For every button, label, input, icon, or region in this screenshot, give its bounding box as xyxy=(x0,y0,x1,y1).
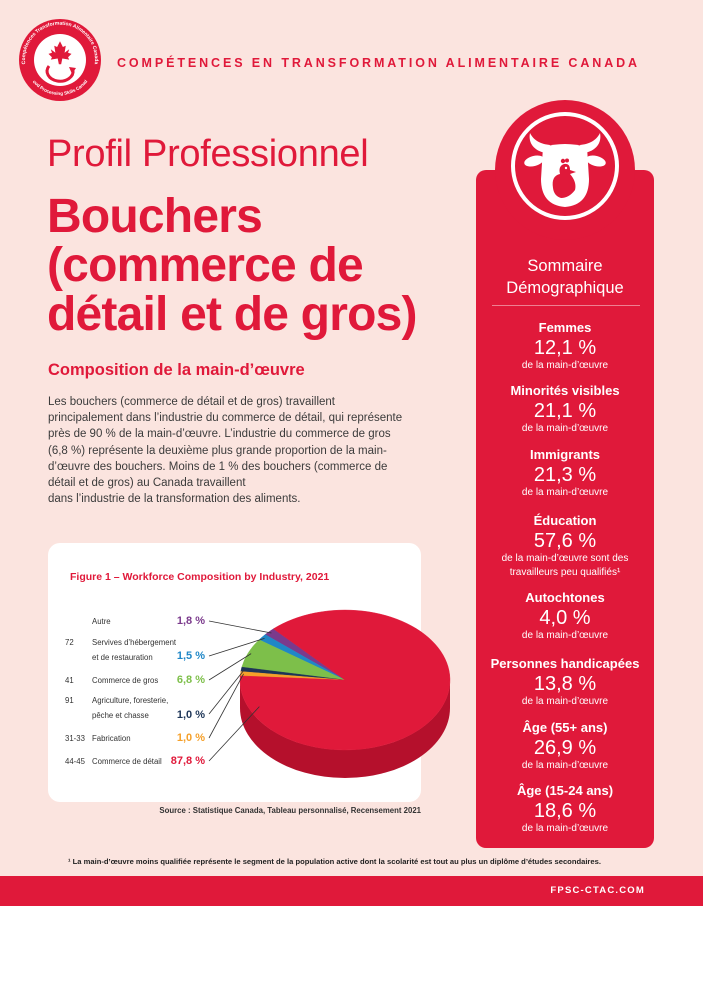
summary-badge xyxy=(495,100,635,240)
pie-slice xyxy=(239,609,451,751)
section-heading: Composition de la main-d’œuvre xyxy=(48,361,305,379)
legend-code: 72 xyxy=(65,638,74,647)
chart-source: Source : Statistique Canada, Tableau per… xyxy=(159,806,421,815)
legend-label: Autre xyxy=(92,617,111,626)
stat-label: Femmes xyxy=(538,320,592,335)
stat-value: 4,0 % xyxy=(539,607,591,629)
legend-label: et de restauration xyxy=(92,653,153,662)
stat-label: Minorités visibles xyxy=(510,383,620,398)
legend-percent: 87,8 % xyxy=(171,755,205,767)
stat-block: Âge (15-24 ans) 18,6 % de la main-d’œuvre xyxy=(476,783,654,836)
stat-caption: de la main-d’œuvre xyxy=(521,423,609,434)
legend-label: Commerce de détail xyxy=(92,757,162,766)
leader-line xyxy=(208,669,245,715)
stat-label: Autochtones xyxy=(525,590,605,605)
leader-line xyxy=(208,706,260,762)
stat-caption: de la main-d’œuvre xyxy=(521,823,609,834)
footer-band xyxy=(0,876,703,906)
legend-label: Servives d’hébergement xyxy=(92,638,177,647)
leader-lines xyxy=(208,620,272,762)
stat-block: Personnes handicapées 13,8 % de la main-d’… xyxy=(476,656,654,709)
page-title: Bouchers (commerce de détail et de gros) xyxy=(47,192,417,339)
page-title-line: Bouchers xyxy=(47,190,263,243)
profile-kicker: Profil Professionnel xyxy=(47,133,369,175)
legend-code: 91 xyxy=(65,696,74,705)
stat-caption: de la main-d’œuvre xyxy=(521,696,609,707)
stat-block: Femmes 12,1 % de la main-d’œuvre xyxy=(476,320,654,373)
stat-value: 57,6 % xyxy=(533,530,597,552)
leader-line xyxy=(208,673,244,739)
pie-side-depth xyxy=(240,680,450,778)
stat-caption: de la main-d’œuvre xyxy=(521,487,609,498)
stat-block: Âge (55+ ans) 26,9 % de la main-d’œuvre xyxy=(476,720,654,773)
stat-label: Personnes handicapées xyxy=(490,656,640,671)
stat-block: Minorités visibles 21,1 % de la main-d’œuv… xyxy=(476,383,654,436)
summary-title: Sommaire Démographique xyxy=(476,255,654,299)
legend-percent: 1,5 % xyxy=(177,650,205,662)
paragraph-line: principalement dans l’industrie du comme… xyxy=(48,412,403,425)
summary-title-line: Démographique xyxy=(506,279,624,297)
stat-caption: de la main-d’œuvre xyxy=(521,630,609,641)
paragraph-line: d’œuvre des bouchers. Moins de 1 % des b… xyxy=(48,460,388,473)
stat-block: Autochtones 4,0 % de la main-d’œuvre xyxy=(476,590,654,643)
paragraph-line: (6,8 %) représente la deuxième plus gran… xyxy=(48,444,387,457)
paragraph-line: près de 90 % de la main-d’œuvre. L’indus… xyxy=(48,428,391,441)
stat-caption: travailleurs peu qualifiés¹ xyxy=(509,567,621,578)
stat-value: 26,9 % xyxy=(533,737,597,759)
legend-percent: 6,8 % xyxy=(177,674,205,686)
legend-code: 31-33 xyxy=(65,734,85,743)
stat-value: 13,8 % xyxy=(533,673,597,695)
stat-block: Immigrants 21,3 % de la main-d’œuvre xyxy=(476,447,654,500)
stat-value: 21,1 % xyxy=(533,400,597,422)
pie-chart: Autre 1,8 % 72 Servives d’hébergement et de … xyxy=(65,609,451,778)
chart-title: Figure 1 – Workforce Composition by Indu… xyxy=(70,571,330,583)
cow-chicken-icon xyxy=(524,133,606,207)
legend-label: pêche et chasse xyxy=(92,711,149,720)
legend-label: Commerce de gros xyxy=(92,676,158,685)
legend-code: 44-45 xyxy=(65,757,86,766)
stat-label: Âge (15-24 ans) xyxy=(516,783,614,798)
paragraph-line: Les bouchers (commerce de détail et de g… xyxy=(48,396,336,408)
page-title-line: (commerce de xyxy=(47,239,364,292)
stat-value: 21,3 % xyxy=(533,464,597,486)
stat-label: Immigrants xyxy=(529,447,601,462)
footer-website: FPSC-CTAC.COM xyxy=(550,885,645,896)
stat-caption: de la main-d’œuvre xyxy=(521,360,609,371)
leader-line xyxy=(208,653,252,681)
stat-value: 12,1 % xyxy=(533,337,597,359)
legend-label: Fabrication xyxy=(92,734,131,743)
paragraph-line: détail et de gros) au Canada travaillent xyxy=(48,477,246,490)
legend-label: Agriculture, foresterie, xyxy=(92,696,168,705)
stat-label: Éducation xyxy=(533,513,597,528)
chart-legend: Autre 1,8 % 72 Servives d’hébergement et de … xyxy=(65,615,205,767)
legend-percent: 1,0 % xyxy=(177,709,205,721)
swoosh-arrow-icon xyxy=(45,65,76,83)
legend-percent: 1,0 % xyxy=(177,732,205,744)
pie-slices xyxy=(239,609,451,778)
organization-name: COMPÉTENCES EN TRANSFORMATION ALIMENTAIR… xyxy=(117,56,640,70)
stat-caption: de la main-d’œuvre sont des xyxy=(501,553,629,564)
stat-label: Âge (55+ ans) xyxy=(522,720,608,735)
section-paragraph: Les bouchers (commerce de détail et de g… xyxy=(48,394,458,507)
summary-title-line: Sommaire xyxy=(527,257,603,275)
demographic-summary-panel xyxy=(476,170,654,848)
maple-leaf-icon xyxy=(48,41,72,65)
stat-value: 18,6 % xyxy=(533,800,597,822)
page-title-line: détail et de gros) xyxy=(47,288,417,341)
leader-line xyxy=(208,620,272,634)
paragraph-line: dans l’industrie de la transformation de… xyxy=(48,493,301,506)
summary-divider xyxy=(492,305,640,306)
stat-caption: de la main-d’œuvre xyxy=(521,760,609,771)
stat-block: Éducation 57,6 % de la main-d’œuvre sont d… xyxy=(476,513,654,580)
fpsc-logo: Compétences Transformation Alimentaire C… xyxy=(18,18,101,101)
leader-line xyxy=(208,637,265,657)
footnote: ¹ La main-d’œuvre moins qualifiée représ… xyxy=(68,857,601,866)
legend-percent: 1,8 % xyxy=(177,615,205,627)
legend-code: 41 xyxy=(65,676,74,685)
